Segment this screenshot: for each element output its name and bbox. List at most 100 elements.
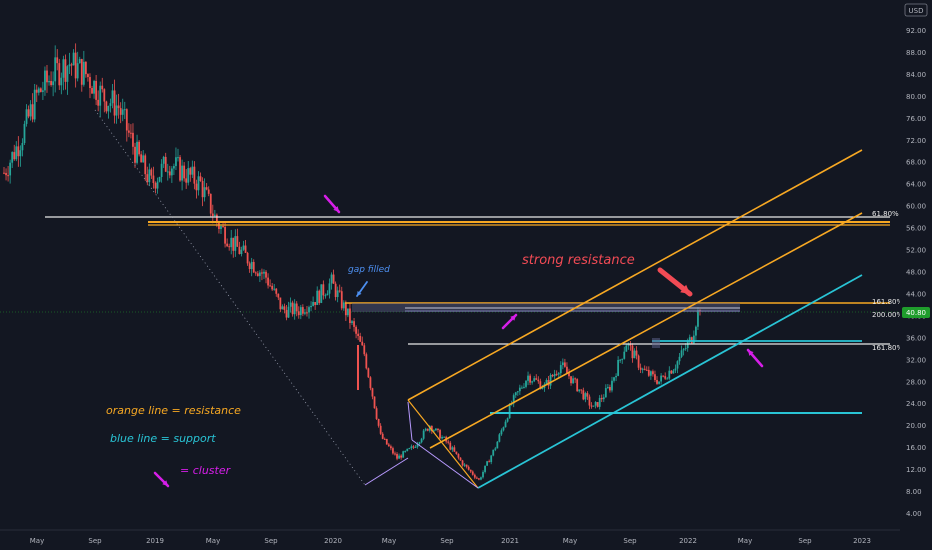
candle-body bbox=[643, 368, 646, 370]
candle-body bbox=[41, 90, 44, 92]
resistance-arrow-icon bbox=[657, 267, 693, 297]
candle-body bbox=[230, 237, 233, 248]
candle-body bbox=[600, 397, 603, 400]
price-tick-label: 56.00 bbox=[906, 225, 926, 233]
candle-body bbox=[316, 290, 319, 305]
candle-body bbox=[521, 387, 523, 389]
candle-body bbox=[283, 306, 286, 310]
time-tick-label: Sep bbox=[264, 537, 278, 545]
candle-body bbox=[295, 303, 298, 312]
candle-body bbox=[604, 388, 607, 398]
candle-body bbox=[344, 302, 347, 316]
candle-body bbox=[686, 341, 689, 349]
candle-body bbox=[46, 70, 48, 83]
candle-body bbox=[518, 387, 521, 392]
candle-body bbox=[304, 312, 306, 314]
legend-resistance: orange line = resistance bbox=[106, 404, 241, 417]
candle-body bbox=[541, 387, 544, 390]
candle-body bbox=[490, 455, 493, 463]
candle-body bbox=[166, 171, 169, 173]
candle-body bbox=[471, 471, 474, 475]
candle-body bbox=[236, 236, 239, 247]
candle-body bbox=[656, 379, 658, 384]
candle-body bbox=[676, 361, 679, 369]
candle-body bbox=[625, 345, 628, 352]
candle-body bbox=[385, 438, 388, 445]
price-tick-label: 32.00 bbox=[906, 356, 926, 364]
candle-body bbox=[70, 64, 73, 66]
candle-body bbox=[39, 88, 42, 92]
candle-body bbox=[539, 381, 542, 390]
time-tick-label: Sep bbox=[798, 537, 812, 545]
candle-body bbox=[473, 474, 476, 478]
candle-body bbox=[224, 226, 226, 244]
candle-body bbox=[281, 306, 284, 310]
candle-body bbox=[261, 272, 263, 274]
candle-body bbox=[336, 290, 339, 298]
arrow-head bbox=[510, 315, 516, 321]
time-tick-label: 2023 bbox=[853, 537, 871, 545]
candle-body bbox=[228, 246, 231, 248]
candle-body bbox=[156, 181, 159, 189]
candle-body bbox=[76, 63, 79, 79]
candle-body bbox=[213, 214, 216, 216]
candle-body bbox=[441, 436, 443, 439]
candle-body bbox=[387, 444, 390, 447]
candle-body bbox=[19, 150, 22, 157]
price-tick-label: 20.00 bbox=[906, 422, 926, 430]
candle-body bbox=[353, 321, 355, 327]
projection-line bbox=[364, 457, 409, 486]
candle-body bbox=[381, 433, 384, 439]
candle-body bbox=[662, 375, 665, 377]
candle-body bbox=[89, 77, 91, 88]
candle-body bbox=[183, 165, 186, 179]
candle-body bbox=[314, 302, 317, 305]
price-tick-label: 8.00 bbox=[906, 488, 922, 496]
orange-channel-base bbox=[407, 399, 479, 489]
candle-body bbox=[412, 446, 415, 448]
candle-body bbox=[277, 293, 280, 298]
candle-body bbox=[271, 285, 274, 290]
candle-body bbox=[195, 183, 198, 191]
projection-line-c bbox=[411, 439, 479, 489]
candle-body bbox=[269, 285, 272, 287]
candle-body bbox=[449, 442, 452, 450]
candle-body bbox=[338, 290, 341, 292]
candle-body bbox=[453, 447, 456, 452]
candle-body bbox=[697, 310, 699, 327]
candle-body bbox=[342, 302, 345, 309]
cluster-arrow-top-icon bbox=[323, 194, 341, 214]
candle-body bbox=[127, 130, 130, 133]
candle-body bbox=[351, 321, 353, 323]
candle-body bbox=[72, 52, 75, 66]
time-tick-label: May bbox=[206, 537, 220, 545]
candle-body bbox=[7, 175, 9, 177]
candle-body bbox=[516, 391, 519, 393]
orange-channel-upper bbox=[407, 149, 863, 401]
candle-body bbox=[389, 446, 392, 449]
candle-body bbox=[529, 375, 531, 383]
candle-body bbox=[363, 345, 366, 355]
candle-body bbox=[373, 396, 376, 409]
candle-body bbox=[222, 226, 224, 228]
candle-body bbox=[205, 187, 208, 190]
candle-body bbox=[140, 154, 143, 163]
candle-body bbox=[27, 109, 30, 117]
candle-body bbox=[173, 166, 175, 169]
candle-body bbox=[609, 387, 611, 391]
candle-body bbox=[119, 108, 122, 115]
price-tick-label: 92.00 bbox=[906, 27, 926, 35]
candle-body bbox=[459, 457, 462, 461]
candle-body bbox=[606, 387, 609, 389]
candle-body bbox=[95, 80, 98, 100]
candle-body bbox=[293, 303, 296, 315]
candle-body bbox=[617, 359, 620, 376]
candle-body bbox=[537, 379, 540, 382]
candle-body bbox=[287, 306, 290, 318]
candle-body bbox=[121, 109, 124, 115]
candle-body bbox=[279, 297, 282, 310]
candle-body bbox=[164, 156, 167, 172]
fib-label-161-top: 161.80% bbox=[872, 298, 903, 306]
candle-body bbox=[209, 193, 212, 214]
